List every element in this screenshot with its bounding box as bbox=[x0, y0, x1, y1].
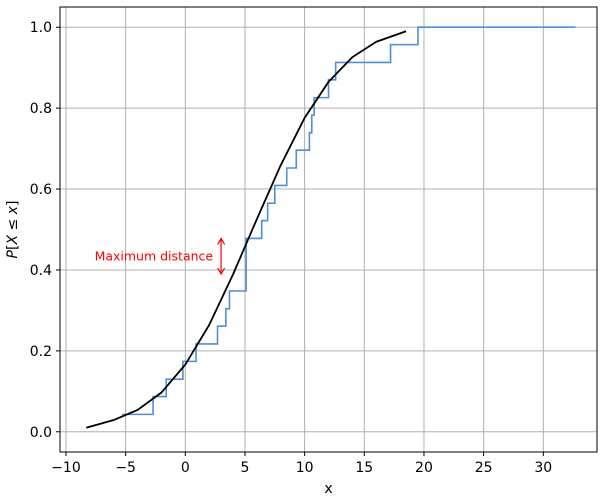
y-tick-label: 1.0 bbox=[30, 20, 52, 36]
plot-frame bbox=[59, 6, 598, 453]
y-axis-label: P[X ≤ x] bbox=[5, 201, 21, 259]
x-tick-label: 0 bbox=[181, 460, 190, 476]
arrow-head-top bbox=[217, 237, 226, 245]
series-group bbox=[86, 26, 576, 429]
annotation-label: Maximum distance bbox=[95, 249, 214, 264]
x-axis-label: x bbox=[324, 481, 332, 497]
arrow-head-bottom bbox=[217, 267, 226, 276]
x-tick-label: 5 bbox=[241, 460, 250, 476]
x-tick-label: 20 bbox=[415, 460, 433, 476]
x-tick-label: −5 bbox=[115, 460, 136, 476]
cdf-curve-line bbox=[86, 30, 407, 429]
x-tick-label: 15 bbox=[355, 460, 373, 476]
ticks-group: −10 −5 0 5 10 15 20 25 30 0.0 0.2 0.4 0.6 0.8 1.0 bbox=[30, 20, 552, 476]
x-tick-label: −10 bbox=[51, 460, 81, 476]
annotation-group: Maximum distance bbox=[95, 237, 226, 276]
y-tick-label: 0.4 bbox=[30, 263, 52, 279]
x-tick-label: 25 bbox=[475, 460, 493, 476]
y-tick-label: 0.8 bbox=[30, 101, 52, 117]
grid-lines bbox=[60, 7, 597, 452]
x-tick-label: 10 bbox=[296, 460, 314, 476]
x-tick-label: 30 bbox=[534, 460, 552, 476]
y-tick-label: 0.0 bbox=[30, 425, 52, 441]
y-tick-label: 0.2 bbox=[30, 344, 52, 360]
y-tick-label: 0.6 bbox=[30, 182, 52, 198]
